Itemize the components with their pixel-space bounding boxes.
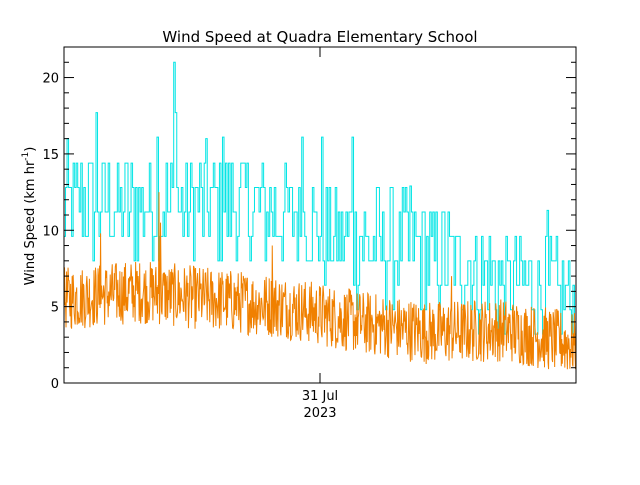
y-tick-label: 5 bbox=[51, 301, 59, 316]
y-tick-label: 20 bbox=[42, 72, 59, 87]
chart-title: Wind Speed at Quadra Elementary School bbox=[162, 28, 477, 46]
series-layer bbox=[63, 61, 577, 370]
y-tick-label: 10 bbox=[42, 224, 59, 239]
series-line-mean bbox=[63, 192, 577, 370]
y-axis-label: Wind Speed (km hr-1) bbox=[21, 147, 38, 286]
axes-layer: 0 5 10 15 20 31 Jul 2023 bbox=[42, 46, 577, 421]
x-tick-label-year: 2023 bbox=[303, 406, 336, 421]
series-line-gust bbox=[63, 61, 576, 335]
y-tick-label: 0 bbox=[51, 377, 59, 392]
x-tick-label: 31 Jul bbox=[302, 389, 338, 404]
y-tick-label: 15 bbox=[42, 148, 59, 163]
